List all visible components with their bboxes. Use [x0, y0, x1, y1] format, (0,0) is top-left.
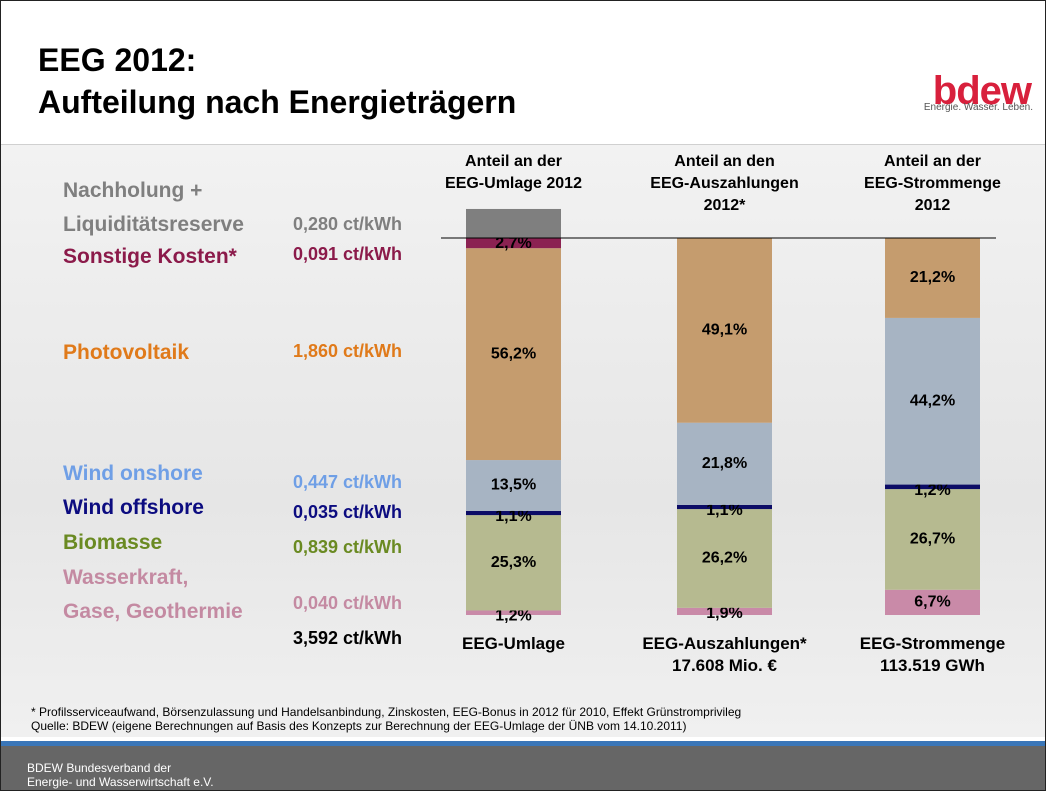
series-name: Wind offshore	[63, 496, 204, 519]
chart: 1,2% 25,3% 1,1% 13,5% 56,2% 2,7% 1,9% 26,2% 1,1%…	[441, 208, 996, 625]
series-cost: 0,040 ct/kWh	[293, 593, 403, 613]
series-cost: 0,091 ct/kWh	[293, 244, 403, 264]
series-cost: 1,860 ct/kWh	[293, 341, 403, 361]
value-label: 44,2%	[910, 392, 955, 409]
logo: bdew	[932, 69, 1032, 113]
bar-segment	[677, 509, 772, 608]
value-label: 49,1%	[702, 321, 747, 338]
series-name: Photovoltaik	[63, 341, 190, 364]
footnote: * Profilsserviceaufwand, Börsenzulassung…	[31, 705, 742, 719]
bar-segment	[677, 237, 772, 423]
series-cost: 0,839 ct/kWh	[293, 537, 403, 557]
bar-segment	[885, 484, 980, 490]
bar-segment	[677, 422, 772, 505]
series-name: Biomasse	[63, 531, 163, 554]
bar-segment	[466, 248, 561, 461]
category-label: EEG-Umlage	[462, 634, 565, 653]
source: Quelle: BDEW (eigene Berechnungen auf Ba…	[31, 719, 687, 733]
value-label: 26,2%	[702, 550, 747, 567]
series-name: Wind onshore	[63, 462, 203, 485]
value-label: 21,8%	[702, 455, 747, 472]
bar-segment	[466, 460, 561, 511]
footer	[1, 741, 1045, 790]
value-label: 13,5%	[491, 477, 536, 494]
value-label: 1,2%	[495, 608, 531, 625]
category-label: EEG-Auszahlungen* 17.608 Mio. €	[642, 634, 807, 675]
total-cost: 3,592 ct/kWh	[293, 628, 403, 648]
organization: BDEW Bundesverband der Energie- und Wass…	[27, 761, 214, 789]
value-label: 2,7%	[495, 235, 531, 252]
series-name: Wasserkraft, Gase, Geothermie	[63, 566, 243, 623]
value-label: 21,2%	[910, 269, 955, 286]
value-label: 25,3%	[491, 554, 536, 571]
bar-segment	[466, 515, 561, 611]
bar-segment	[885, 489, 980, 590]
series-name: Nachholung + Liquiditätsreserve	[63, 179, 244, 236]
value-label: 26,7%	[910, 531, 955, 548]
value-label: 1,1%	[495, 508, 531, 525]
title: EEG 2012: Aufteilung nach Energieträgern	[38, 42, 517, 120]
bar-segment	[466, 238, 561, 249]
series-name: Sonstige Kosten*	[63, 245, 237, 268]
bar-segment	[677, 504, 772, 510]
bar-segment	[466, 510, 561, 516]
bar-segment	[677, 607, 772, 615]
column-title: Anteil an der EEG-Umlage 2012	[445, 153, 582, 192]
bar-segment	[466, 208, 561, 238]
bar-segment	[466, 610, 561, 615]
value-label: 56,2%	[491, 345, 536, 362]
value-label: 1,2%	[914, 482, 950, 499]
column-title: Anteil an der EEG-Strommenge 2012	[864, 153, 1001, 214]
bar-segment	[885, 589, 980, 615]
header	[1, 1, 1045, 145]
column-title: Anteil an den EEG-Auszahlungen 2012*	[650, 153, 799, 214]
category-label: EEG-Strommenge 113.519 GWh	[859, 634, 1006, 675]
value-label: 1,1%	[706, 502, 742, 519]
series-cost: 0,035 ct/kWh	[293, 502, 403, 522]
logo-tagline: Energie. Wasser. Leben.	[923, 102, 1033, 113]
series-cost: 0,447 ct/kWh	[293, 472, 403, 492]
bar-segment	[885, 317, 980, 485]
value-label: 1,9%	[706, 605, 742, 622]
series-cost: 0,280 ct/kWh	[293, 214, 403, 234]
bar-segment	[885, 238, 980, 318]
value-label: 6,7%	[914, 594, 950, 611]
